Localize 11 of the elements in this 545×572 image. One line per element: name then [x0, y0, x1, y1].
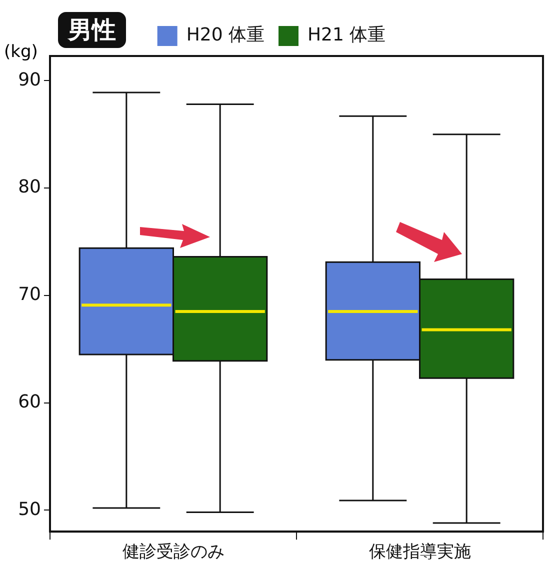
- chart-title: 男性: [58, 12, 126, 48]
- y-tick-label: 80: [18, 176, 41, 198]
- y-tick-label: 90: [18, 69, 41, 90]
- x-tick-label: 健診受診のみ: [122, 542, 224, 562]
- legend-label: H20 体重: [186, 24, 265, 46]
- legend-label: H21 体重: [308, 24, 386, 46]
- x-tick-label: 保健指導実施: [368, 542, 471, 562]
- y-axis-title: (kg): [4, 42, 38, 62]
- y-tick-label: 50: [18, 498, 41, 520]
- y-tick-label: 60: [18, 391, 41, 412]
- y-tick-label: 70: [18, 284, 41, 306]
